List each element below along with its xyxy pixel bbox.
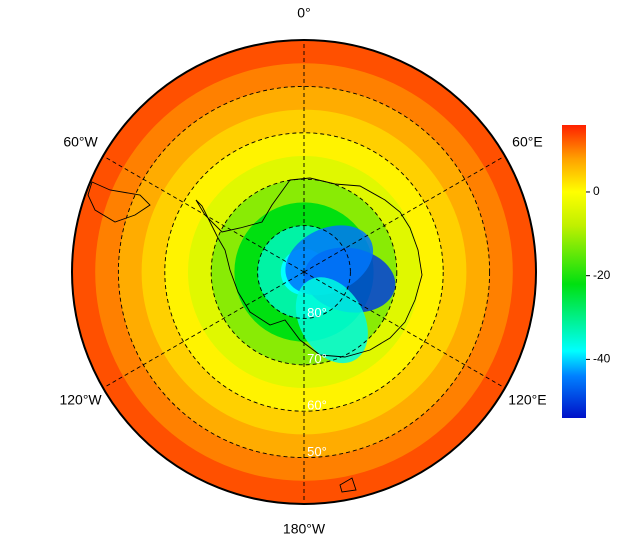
coastline bbox=[195, 177, 423, 358]
colorbar-tick-label: -40 bbox=[593, 352, 611, 366]
parallel-label: 80° bbox=[307, 305, 327, 320]
coastline bbox=[87, 177, 423, 493]
coastline bbox=[339, 477, 357, 493]
anomaly bbox=[295, 277, 368, 364]
meridian-label: 120°W bbox=[59, 392, 102, 408]
meridian bbox=[303, 155, 506, 273]
meridian-label: 0° bbox=[297, 5, 310, 21]
map-boundary bbox=[71, 39, 537, 505]
coastline bbox=[87, 181, 151, 223]
anomaly bbox=[285, 225, 374, 296]
colorbar bbox=[562, 125, 586, 418]
parallel bbox=[117, 85, 491, 459]
meridian bbox=[102, 155, 305, 273]
meridian-label: 60°W bbox=[63, 134, 98, 150]
parallel-label: 70° bbox=[307, 351, 327, 366]
colorbar-tick-label: -20 bbox=[593, 268, 611, 282]
colorbar-tick-label: 0 bbox=[593, 184, 600, 198]
meridian bbox=[303, 271, 506, 389]
parallel bbox=[164, 132, 444, 412]
parallel bbox=[257, 225, 351, 319]
graticule: 80° 70° 60° 50° bbox=[102, 40, 506, 504]
parallel-label: 50° bbox=[307, 444, 327, 459]
meridian-label: 120°E bbox=[508, 392, 546, 408]
parallel-label: 60° bbox=[307, 398, 327, 413]
meridian bbox=[102, 271, 305, 389]
meridian-label: 60°E bbox=[512, 134, 543, 150]
meridian-label: 180°W bbox=[283, 521, 326, 537]
